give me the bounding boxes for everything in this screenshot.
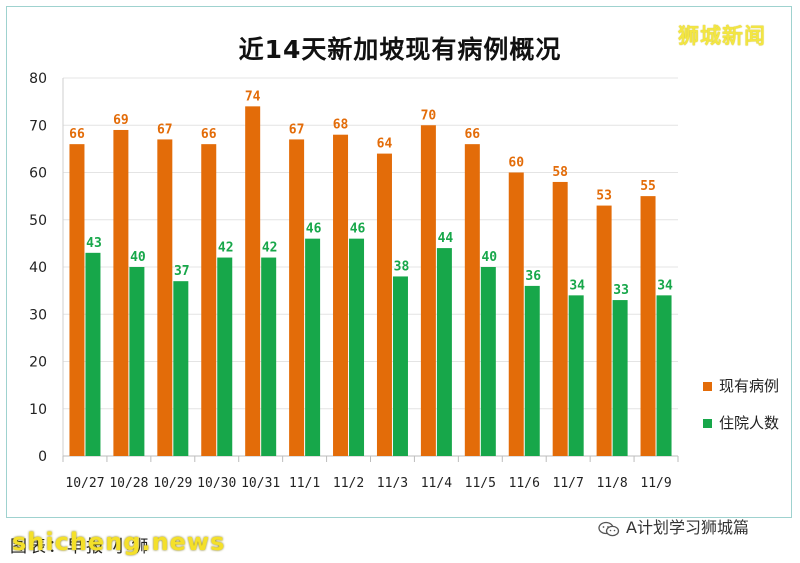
bar-series-1-11/3: [376, 153, 392, 456]
wechat-icon: [598, 521, 620, 536]
data-label-series-2-10/30: 42: [218, 241, 234, 256]
x-tick-label-11/7: 11/7: [553, 476, 584, 491]
data-label-series-1-11/7: 58: [552, 165, 568, 180]
bar-series-2-10/28: [129, 267, 145, 456]
x-tick-label-10/27: 10/27: [65, 476, 104, 491]
data-label-series-2-11/8: 33: [613, 283, 629, 298]
data-label-series-2-11/5: 40: [481, 250, 497, 265]
bar-series-1-11/9: [640, 196, 656, 456]
y-tick-label-6: 60: [29, 166, 47, 182]
y-tick-label-3: 30: [29, 307, 47, 323]
bar-series-2-11/3: [392, 276, 408, 456]
bar-series-2-11/7: [568, 295, 584, 456]
x-tick-label-11/8: 11/8: [596, 476, 627, 491]
data-label-series-2-11/2: 46: [350, 222, 366, 237]
legend-swatch-series-2: [703, 419, 712, 428]
data-label-series-1-11/5: 66: [464, 127, 480, 142]
bar-series-1-10/28: [113, 129, 129, 456]
bar-series-2-10/30: [217, 257, 233, 456]
bar-series-1-10/27: [69, 144, 85, 456]
legend-item-series-1: 现有病例: [703, 375, 779, 396]
bar-series-1-10/31: [245, 106, 261, 456]
data-label-series-1-10/27: 66: [69, 127, 85, 142]
data-label-series-2-11/1: 46: [306, 222, 322, 237]
data-label-series-1-11/9: 55: [640, 179, 656, 194]
bar-series-1-11/6: [508, 172, 524, 456]
bar-series-1-11/2: [333, 134, 349, 456]
bar-series-2-10/29: [173, 281, 189, 456]
data-label-series-1-11/1: 67: [289, 122, 305, 137]
bar-series-1-11/8: [596, 205, 612, 456]
data-label-series-1-11/4: 70: [421, 108, 437, 123]
data-label-series-1-10/29: 67: [157, 122, 173, 137]
bar-series-2-10/27: [85, 252, 101, 456]
bar-series-2-11/2: [349, 238, 365, 456]
chart-title: 近14天新加坡现有病例概况: [238, 35, 562, 64]
site-logo: 狮城新闻: [678, 24, 766, 48]
y-tick-label-4: 40: [29, 260, 47, 276]
data-label-series-2-10/27: 43: [86, 236, 102, 251]
watermark: shicheng.news: [12, 528, 226, 556]
bar-series-1-10/29: [157, 139, 173, 457]
data-label-series-1-10/30: 66: [201, 127, 217, 142]
x-tick-label-10/31: 10/31: [241, 476, 280, 491]
bar-series-1-11/1: [289, 139, 305, 457]
bar-series-2-10/31: [261, 257, 277, 456]
bar-series-2-11/9: [656, 295, 672, 456]
wechat-account-name: A计划学习狮城篇: [626, 518, 749, 537]
y-tick-label-8: 80: [29, 71, 47, 87]
data-label-series-2-11/3: 38: [394, 259, 410, 274]
data-label-series-1-11/2: 68: [333, 118, 349, 133]
bar-series-1-11/5: [464, 144, 480, 456]
data-label-series-2-11/4: 44: [438, 231, 454, 246]
y-tick-label-0: 0: [38, 449, 47, 465]
data-label-series-2-10/28: 40: [130, 250, 146, 265]
data-label-series-1-11/6: 60: [508, 156, 524, 171]
x-tick-label-10/28: 10/28: [109, 476, 148, 491]
legend-swatch-series-1: [703, 382, 712, 391]
y-tick-label-7: 70: [29, 118, 47, 134]
data-label-series-1-10/31: 74: [245, 89, 261, 104]
data-label-series-2-11/9: 34: [657, 278, 673, 293]
bar-series-1-11/7: [552, 181, 568, 456]
y-tick-label-1: 10: [29, 402, 47, 418]
bar-series-1-11/4: [420, 125, 436, 456]
data-label-series-2-10/29: 37: [174, 264, 190, 279]
bar-series-2-11/6: [524, 285, 540, 456]
data-label-series-2-10/31: 42: [262, 241, 278, 256]
x-tick-label-11/6: 11/6: [509, 476, 540, 491]
source-caption: 图表：早报 小狮: [10, 537, 151, 557]
bar-series-2-11/5: [480, 267, 496, 456]
data-label-series-1-10/28: 69: [113, 113, 129, 128]
y-tick-label-5: 50: [29, 213, 47, 229]
data-label-series-2-11/6: 36: [525, 269, 541, 284]
bar-series-2-11/4: [436, 248, 452, 456]
x-tick-label-11/9: 11/9: [640, 476, 671, 491]
x-tick-label-11/3: 11/3: [377, 476, 408, 491]
legend-item-series-2: 住院人数: [703, 412, 779, 433]
data-label-series-1-11/3: 64: [377, 137, 393, 152]
legend-label-series-1: 现有病例: [719, 377, 780, 395]
bar-series-2-11/8: [612, 300, 628, 456]
x-tick-label-11/5: 11/5: [465, 476, 496, 491]
x-tick-label-11/4: 11/4: [421, 476, 452, 491]
x-tick-label-11/2: 11/2: [333, 476, 364, 491]
y-tick-label-2: 20: [29, 355, 47, 371]
bar-series-2-11/1: [305, 238, 321, 456]
x-tick-label-10/29: 10/29: [153, 476, 192, 491]
x-tick-label-10/30: 10/30: [197, 476, 236, 491]
bar-series-1-10/30: [201, 144, 217, 456]
data-label-series-1-11/8: 53: [596, 189, 612, 204]
legend-label-series-2: 住院人数: [719, 414, 780, 432]
data-label-series-2-11/7: 34: [569, 278, 585, 293]
wechat-account: A计划学习狮城篇: [598, 514, 749, 538]
x-tick-label-11/1: 11/1: [289, 476, 320, 491]
